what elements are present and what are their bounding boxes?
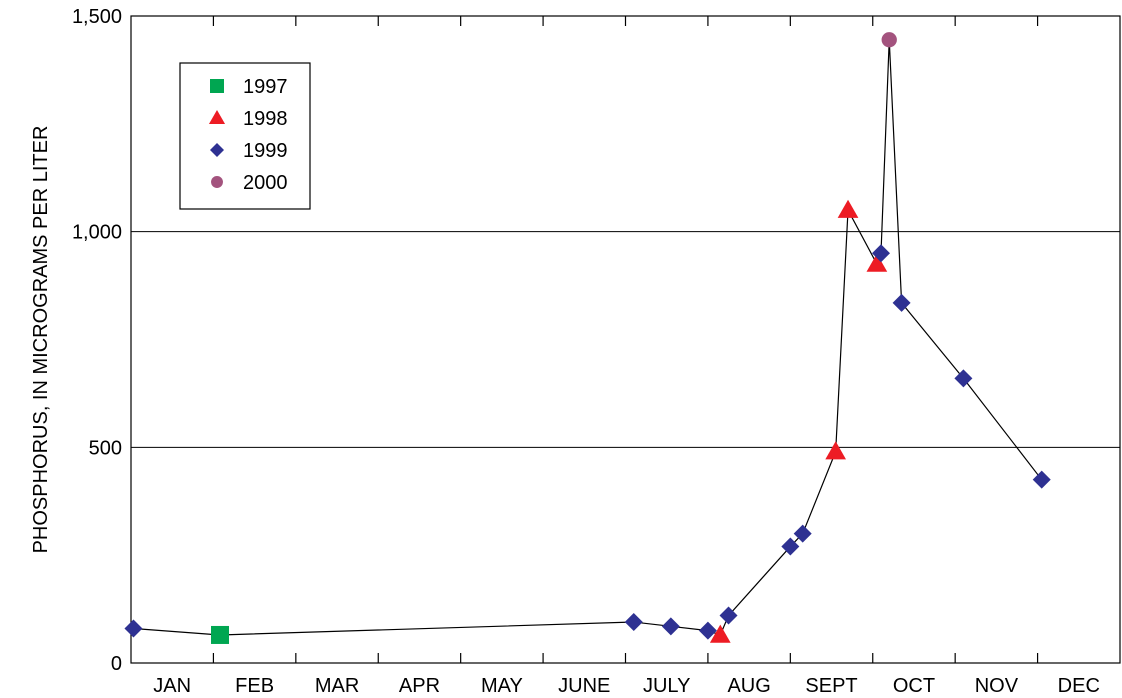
x-tick-label: JULY [643,675,690,697]
x-tick-label: APR [399,675,440,697]
data-point-1997 [211,625,230,644]
legend-box [179,62,311,210]
x-tick-label: DEC [1058,675,1100,697]
y-tick-label: 1,500 [72,6,122,28]
data-point-1999 [124,619,143,638]
legend-marker-1998 [208,109,226,125]
y-tick-labels: 0 500 1,000 1,500 [72,6,122,675]
y-tick-label: 1,000 [72,222,122,244]
legend-label: 1997 [243,76,288,98]
data-point-1998 [825,441,847,460]
data-point-1999 [698,621,717,640]
y-axis-label: PHOSPHORUS, IN MICROGRAMS PER LITER [30,126,52,554]
legend-marker-2000 [211,176,223,188]
data-point-1998 [837,199,859,218]
x-tick-label: JAN [153,675,191,697]
legend-marker-1997 [210,79,224,93]
axis-ticks [212,16,1039,663]
legend-label: 1998 [243,108,288,130]
x-tick-label: SEPT [805,675,857,697]
x-tick-label: JUNE [558,675,610,697]
y-tick-label: 0 [111,653,122,675]
legend-items: 1997 1998 1999 2000 [208,76,288,194]
legend-label: 2000 [243,172,288,194]
x-tick-label: MAY [481,675,523,697]
data-point-1999 [871,244,890,263]
gridlines [131,231,1120,448]
x-tick-label: OCT [893,675,935,697]
x-tick-label: MAR [315,675,359,697]
data-point-1999 [661,617,680,636]
legend-marker-1999 [210,143,224,157]
data-point-1999 [892,293,911,312]
data-point-2000 [881,32,897,48]
x-tick-label: NOV [975,675,1019,697]
data-markers [124,32,1051,644]
y-tick-label: 500 [89,437,122,459]
data-point-1999 [793,524,812,543]
data-point-1999 [954,369,973,388]
x-tick-label: FEB [235,675,274,697]
data-point-1999 [781,537,800,556]
data-point-1999 [624,613,643,632]
x-tick-labels: JAN FEB MAR APR MAY JUNE JULY AUG SEPT OCT NOV DEC [153,675,1100,697]
data-point-1999 [1032,470,1051,489]
legend-label: 1999 [243,140,288,162]
data-point-1998 [709,624,731,643]
legend: 1997 1998 1999 2000 [179,62,311,210]
data-point-1999 [719,606,738,625]
data-point-1998 [866,253,888,272]
x-tick-label: AUG [727,675,770,697]
